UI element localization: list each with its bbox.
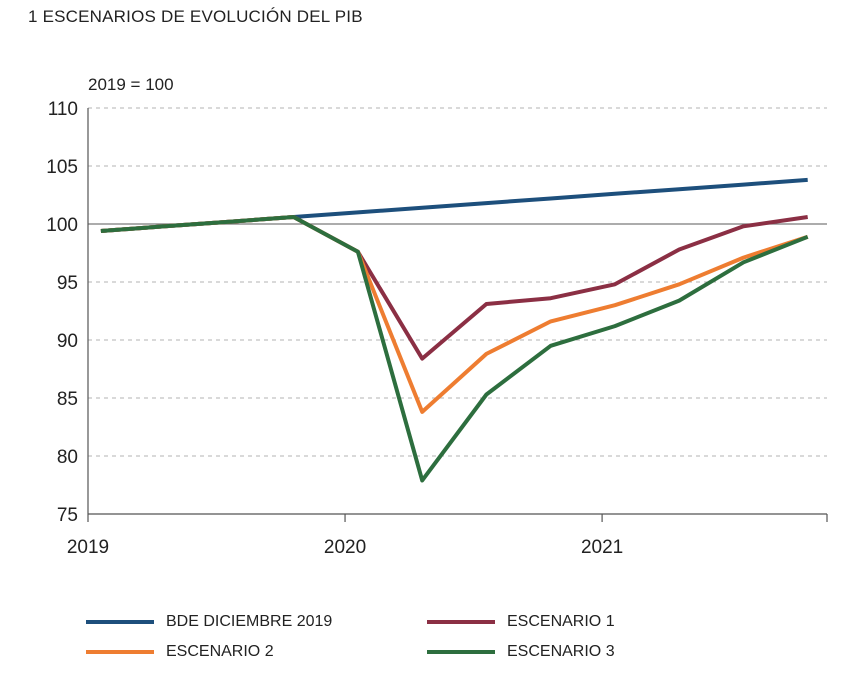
series-line-escenario-2 (100, 215, 809, 414)
legend: BDE DICIEMBRE 2019 ESCENARIO 1 ESCENARIO… (86, 608, 706, 668)
y-tick-label: 110 (48, 99, 78, 120)
axes (87, 108, 827, 515)
y-tick-label: 95 (57, 273, 78, 294)
y-tick-label: 75 (57, 505, 78, 526)
y-axis-unit-label: 2019 = 100 (88, 75, 174, 94)
y-axis-ticks: 110 105 100 95 90 85 80 75 (46, 99, 78, 526)
gridlines (88, 107, 827, 457)
y-tick-label: 85 (57, 389, 78, 410)
legend-swatch (86, 650, 154, 654)
legend-label: ESCENARIO 1 (507, 613, 615, 630)
x-tick-label: 2021 (581, 537, 623, 558)
legend-label: BDE DICIEMBRE 2019 (166, 613, 333, 630)
legend-label: ESCENARIO 3 (507, 643, 615, 660)
legend-item-escenario-2: ESCENARIO 2 (86, 640, 274, 664)
y-tick-label: 90 (57, 331, 78, 352)
x-tick-label: 2019 (67, 537, 109, 558)
legend-swatch (427, 650, 495, 654)
y-tick-label: 100 (46, 215, 78, 236)
legend-item-bde: BDE DICIEMBRE 2019 (86, 610, 332, 634)
legend-item-escenario-1: ESCENARIO 1 (427, 610, 615, 634)
series-line-escenario-3 (100, 215, 809, 483)
legend-swatch (86, 620, 154, 624)
chart-title: 1 ESCENARIOS DE EVOLUCIÓN DEL PIB (28, 7, 363, 26)
legend-label: ESCENARIO 2 (166, 643, 274, 660)
x-tick-label: 2020 (324, 537, 366, 558)
legend-swatch (427, 620, 495, 624)
x-axis-ticks: 2019 2020 2021 (67, 514, 828, 558)
y-tick-label: 80 (57, 447, 78, 468)
y-tick-label: 105 (46, 157, 78, 178)
legend-item-escenario-3: ESCENARIO 3 (427, 640, 615, 664)
series-lines (100, 177, 809, 483)
